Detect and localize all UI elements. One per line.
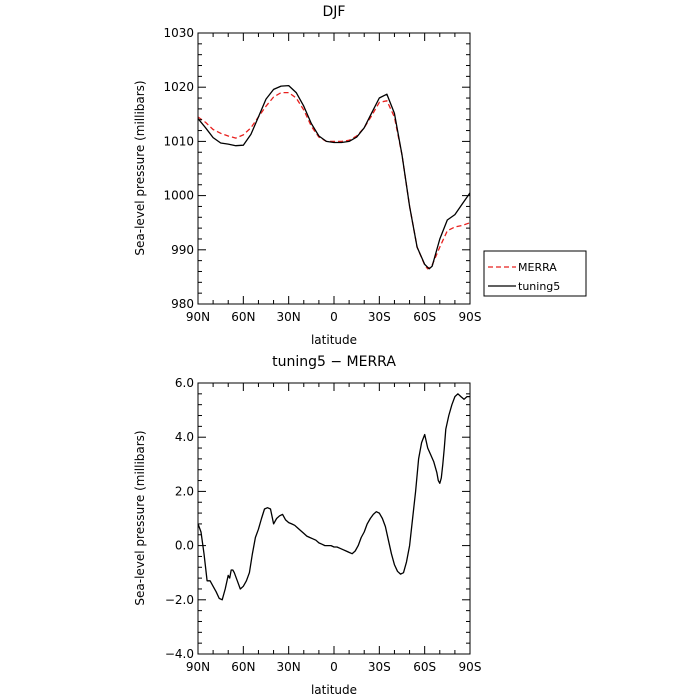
- chart-title: tuning5 − MERRA: [272, 354, 396, 370]
- x-tick-label: 60S: [413, 660, 436, 674]
- y-tick-label: 0.0: [175, 539, 194, 553]
- axis-ticks: 90N 60N 30N 0 30S 60S 90S 980 990 1000 1010 1020 103…: [163, 26, 481, 324]
- y-tick-label: −2.0: [165, 593, 194, 607]
- y-tick-label: 1010: [163, 134, 194, 148]
- chart-title: DJF: [323, 4, 346, 20]
- y-tick-label: −4.0: [165, 647, 194, 661]
- plot-frame: [197, 32, 471, 305]
- x-tick-label: 90N: [186, 660, 210, 674]
- x-tick-label: 60N: [231, 310, 255, 324]
- y-tick-label: 990: [171, 243, 194, 257]
- y-axis-label: Sea-level pressure (millibars): [133, 80, 147, 255]
- x-tick-label: 0: [330, 310, 338, 324]
- y-tick-label: 1000: [163, 189, 194, 203]
- legend-label-tuning5: tuning5: [518, 280, 560, 293]
- chart-difference: tuning5 − MERRA 90N 60N 30N 0 30S 60S 90S −4.0 −…: [133, 354, 481, 697]
- x-axis-label: latitude: [311, 683, 357, 697]
- axis-ticks: 90N 60N 30N 0 30S 60S 90S −4.0 −2.0 0.0 2.0 4.0 6.0: [165, 376, 482, 674]
- legend-label-merra: MERRA: [518, 261, 557, 274]
- x-tick-label: 60N: [231, 660, 255, 674]
- series-line-tuning5: [197, 84, 471, 270]
- x-tick-label: 30S: [368, 310, 391, 324]
- legend-box: [483, 250, 587, 297]
- x-tick-label: 60S: [413, 310, 436, 324]
- y-tick-label: 980: [171, 297, 194, 311]
- x-tick-label: 0: [330, 660, 338, 674]
- y-axis-label: Sea-level pressure (millibars): [133, 430, 147, 605]
- y-tick-label: 2.0: [175, 484, 194, 498]
- y-tick-label: 6.0: [175, 376, 194, 390]
- chart-djf: DJF 90N 60N 30N 0 30S 60S 90S 980 990 1000 1010 102…: [133, 4, 587, 347]
- legend: MERRA tuning5: [483, 250, 587, 297]
- x-tick-label: 30N: [277, 310, 301, 324]
- x-tick-label: 30S: [368, 660, 391, 674]
- plot-area: [197, 393, 470, 601]
- y-tick-label: 4.0: [175, 430, 194, 444]
- y-tick-label: 1030: [163, 26, 194, 40]
- y-tick-label: 1020: [163, 80, 194, 94]
- x-tick-label: 90N: [186, 310, 210, 324]
- plot-area: [197, 84, 471, 270]
- x-axis-label: latitude: [311, 333, 357, 347]
- series-line-merra: [197, 91, 471, 270]
- series-line-0: [197, 393, 470, 601]
- x-tick-label: 90S: [459, 660, 482, 674]
- x-tick-label: 90S: [459, 310, 482, 324]
- plot-frame: [197, 382, 471, 655]
- x-tick-label: 30N: [277, 660, 301, 674]
